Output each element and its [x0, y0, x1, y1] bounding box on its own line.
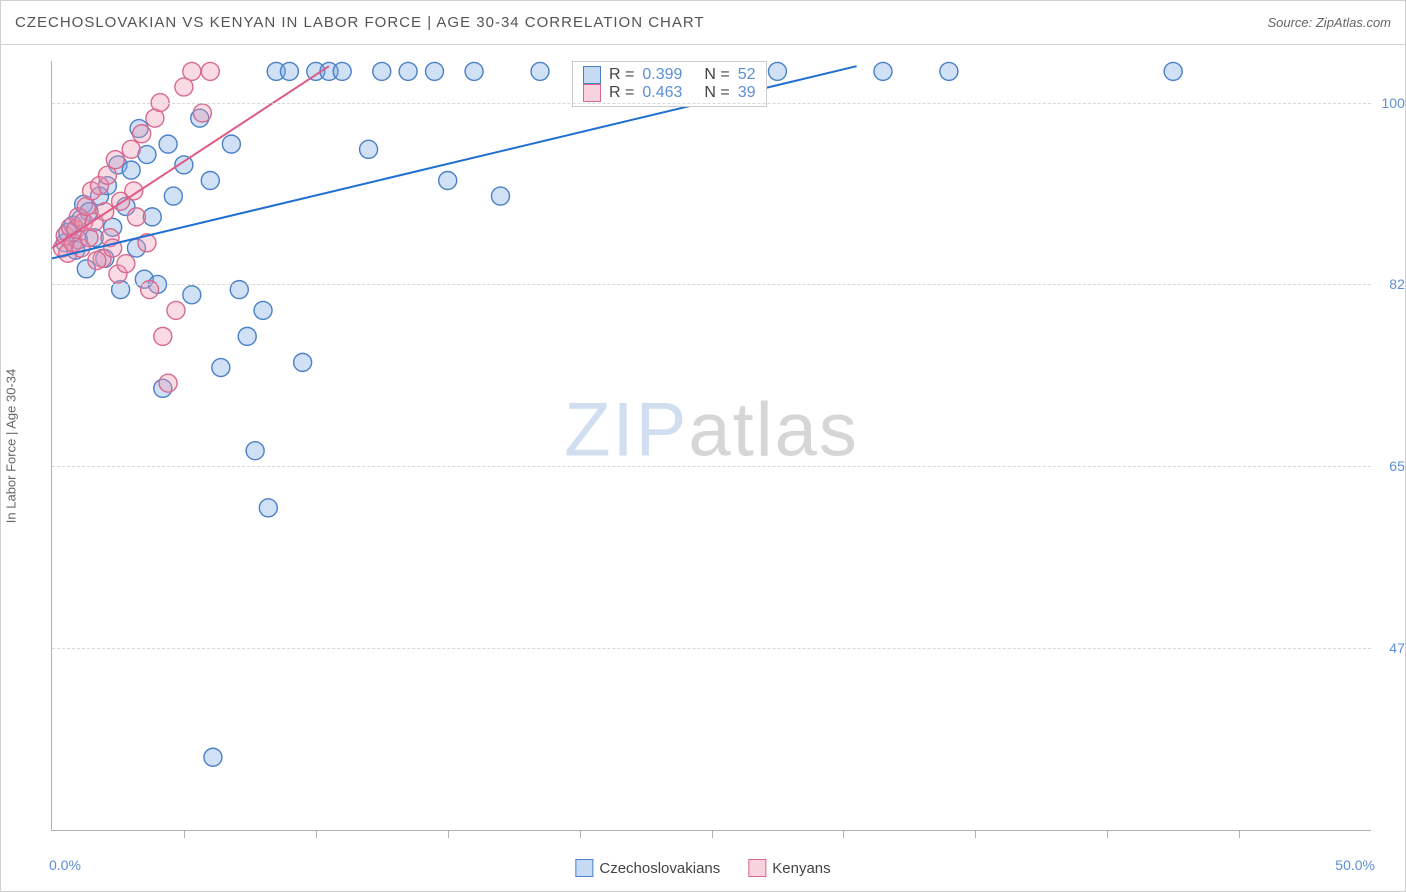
r-label: R =: [609, 66, 634, 84]
x-tick: [184, 830, 185, 838]
data-point-czech: [159, 135, 177, 153]
data-point-kenyan: [183, 62, 201, 80]
x-tick: [975, 830, 976, 838]
swatch-czech-icon: [583, 66, 601, 84]
x-tick: [1239, 830, 1240, 838]
legend-label-kenyan: Kenyans: [772, 860, 830, 877]
swatch-kenyan-icon: [748, 859, 766, 877]
data-point-kenyan: [167, 301, 185, 319]
data-point-kenyan: [133, 125, 151, 143]
data-point-czech: [531, 62, 549, 80]
x-tick: [316, 830, 317, 838]
legend-item-kenyan: Kenyans: [748, 859, 830, 877]
n-label: N =: [704, 66, 729, 84]
grid-line: [52, 103, 1371, 104]
data-point-czech: [238, 327, 256, 345]
data-point-czech: [164, 187, 182, 205]
n-value-czech: 52: [738, 66, 756, 84]
legend-series: Czechoslovakians Kenyans: [575, 859, 830, 877]
data-point-czech: [373, 62, 391, 80]
data-point-kenyan: [117, 255, 135, 273]
n-label: N =: [704, 84, 729, 102]
data-point-kenyan: [88, 252, 106, 270]
data-point-czech: [122, 161, 140, 179]
data-point-czech: [426, 62, 444, 80]
data-point-czech: [768, 62, 786, 80]
data-point-kenyan: [201, 62, 219, 80]
n-value-kenyan: 39: [738, 84, 756, 102]
data-point-kenyan: [122, 140, 140, 158]
x-axis-min-label: 0.0%: [49, 857, 81, 873]
data-point-czech: [230, 281, 248, 299]
r-value-kenyan: 0.463: [642, 84, 682, 102]
data-point-czech: [874, 62, 892, 80]
data-point-czech: [333, 62, 351, 80]
data-point-czech: [465, 62, 483, 80]
y-tick-label: 100.0%: [1379, 95, 1406, 111]
legend-row-czech: R = 0.399 N = 52: [583, 66, 756, 84]
data-point-kenyan: [106, 151, 124, 169]
x-tick: [712, 830, 713, 838]
plot-area: ZIPatlas R = 0.399 N = 52 R = 0.463 N = …: [51, 61, 1371, 831]
data-point-czech: [204, 748, 222, 766]
legend-label-czech: Czechoslovakians: [599, 860, 720, 877]
r-value-czech: 0.399: [642, 66, 682, 84]
scatter-svg: [52, 61, 1371, 830]
data-point-czech: [183, 286, 201, 304]
x-tick: [580, 830, 581, 838]
chart-title: CZECHOSLOVAKIAN VS KENYAN IN LABOR FORCE…: [15, 14, 705, 31]
data-point-czech: [294, 353, 312, 371]
source-attribution: Source: ZipAtlas.com: [1267, 15, 1391, 30]
x-axis-max-label: 50.0%: [1335, 857, 1375, 873]
y-tick-label: 82.5%: [1379, 276, 1406, 292]
grid-line: [52, 284, 1371, 285]
legend-item-czech: Czechoslovakians: [575, 859, 720, 877]
data-point-kenyan: [154, 327, 172, 345]
data-point-kenyan: [193, 104, 211, 122]
x-tick: [843, 830, 844, 838]
x-tick: [1107, 830, 1108, 838]
legend-row-kenyan: R = 0.463 N = 39: [583, 84, 756, 102]
y-tick-label: 47.5%: [1379, 640, 1406, 656]
data-point-czech: [360, 140, 378, 158]
data-point-czech: [940, 62, 958, 80]
data-point-kenyan: [141, 281, 159, 299]
data-point-czech: [222, 135, 240, 153]
data-point-czech: [212, 359, 230, 377]
title-bar: CZECHOSLOVAKIAN VS KENYAN IN LABOR FORCE…: [1, 1, 1405, 45]
swatch-czech-icon: [575, 859, 593, 877]
data-point-czech: [246, 442, 264, 460]
data-point-czech: [439, 172, 457, 190]
swatch-kenyan-icon: [583, 84, 601, 102]
data-point-kenyan: [127, 208, 145, 226]
chart-container: CZECHOSLOVAKIAN VS KENYAN IN LABOR FORCE…: [0, 0, 1406, 892]
grid-line: [52, 466, 1371, 467]
data-point-czech: [491, 187, 509, 205]
data-point-czech: [280, 62, 298, 80]
data-point-czech: [259, 499, 277, 517]
legend-correlation-box: R = 0.399 N = 52 R = 0.463 N = 39: [572, 61, 767, 107]
y-tick-label: 65.0%: [1379, 458, 1406, 474]
grid-line: [52, 648, 1371, 649]
data-point-czech: [201, 172, 219, 190]
data-point-czech: [1164, 62, 1182, 80]
x-tick: [448, 830, 449, 838]
data-point-czech: [254, 301, 272, 319]
data-point-czech: [399, 62, 417, 80]
r-label: R =: [609, 84, 634, 102]
data-point-kenyan: [159, 374, 177, 392]
y-axis-label: In Labor Force | Age 30-34: [4, 369, 19, 523]
